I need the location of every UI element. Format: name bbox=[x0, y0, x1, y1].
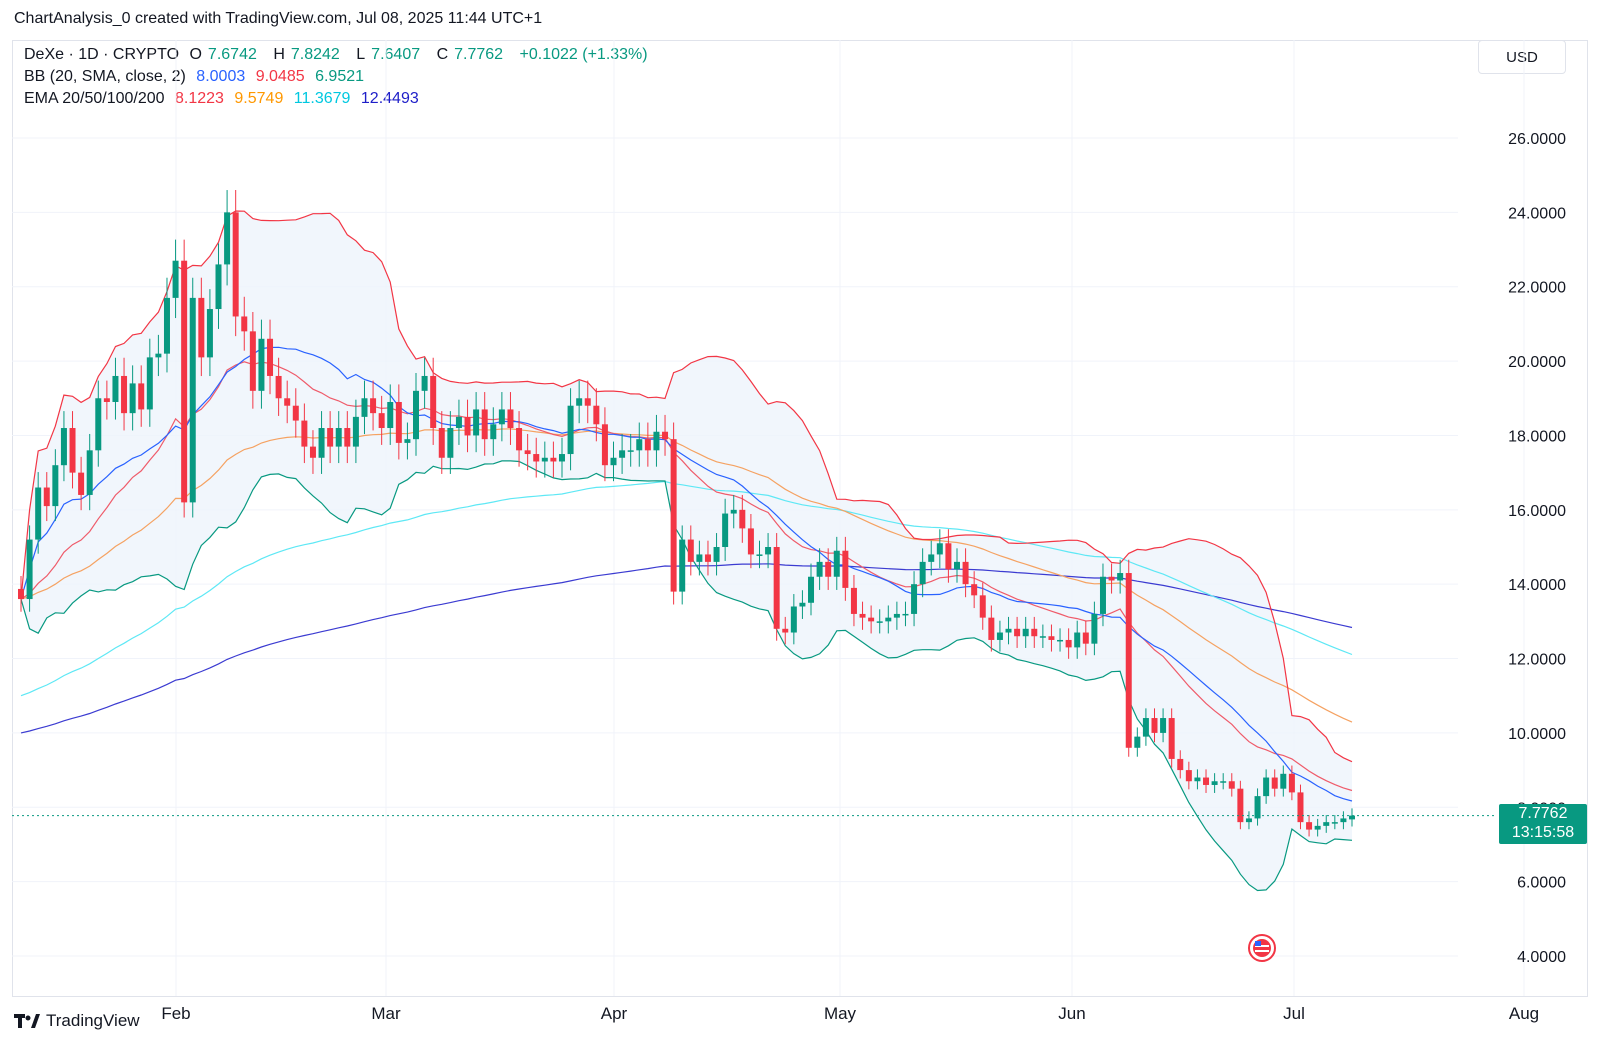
ema-label[interactable]: EMA 20/50/100/200 bbox=[24, 90, 165, 107]
countdown-value: 13:15:58 bbox=[1511, 823, 1575, 841]
bb-upper-value: 9.0485 bbox=[255, 68, 305, 85]
last-price-value: 7.7762 bbox=[1518, 804, 1568, 822]
legend-symbol-row[interactable]: DeXe · 1D · CRYPTO O 7.6742 H 7.8242 L 7.64… bbox=[24, 46, 654, 64]
bb-label[interactable]: BB (20, SMA, close, 2) bbox=[24, 68, 186, 85]
ohlc-high: H 7.8242 bbox=[273, 46, 340, 63]
x-axis-ticks: Feb Mar Apr May Jun Jul Aug bbox=[161, 1004, 1539, 1023]
symbol-label[interactable]: DeXe · 1D · CRYPTO bbox=[24, 46, 180, 63]
x-tick-label: Jul bbox=[1283, 1004, 1305, 1023]
ohlc-open: O 7.6742 bbox=[189, 46, 257, 63]
ema200-value: 12.4493 bbox=[360, 90, 419, 107]
ohlc-close: C 7.7762 bbox=[436, 46, 504, 63]
tradingview-logo[interactable]: TradingView bbox=[14, 1011, 140, 1031]
tradingview-logo-icon bbox=[14, 1014, 40, 1028]
ohlc-low: L 7.6407 bbox=[356, 46, 421, 63]
chart-panel[interactable] bbox=[12, 40, 1588, 997]
ema50-value: 9.5749 bbox=[234, 90, 284, 107]
x-tick-label: Jun bbox=[1058, 1004, 1085, 1023]
ema100-value: 11.3679 bbox=[293, 90, 351, 107]
legend-bb-row[interactable]: BB (20, SMA, close, 2) 8.0003 9.0485 6.9… bbox=[24, 68, 370, 86]
chart-caption: ChartAnalysis_0 created with TradingView… bbox=[14, 10, 543, 27]
x-tick-label: Apr bbox=[601, 1004, 628, 1023]
last-price-label: 7.7762 13:15:58 bbox=[1499, 803, 1587, 844]
bb-lower-value: 6.9521 bbox=[315, 68, 365, 85]
brand-label: TradingView bbox=[46, 1011, 140, 1030]
ema20-value: 8.1223 bbox=[175, 90, 224, 107]
currency-button[interactable]: USD bbox=[1478, 40, 1566, 74]
legend-ema-row[interactable]: EMA 20/50/100/200 8.1223 9.5749 11.3679 … bbox=[24, 90, 425, 108]
ohlc-change: +0.1022 (+1.33%) bbox=[519, 46, 648, 63]
x-tick-label: Aug bbox=[1509, 1004, 1539, 1023]
x-tick-label: Mar bbox=[371, 1004, 401, 1023]
bb-basis-value: 8.0003 bbox=[196, 68, 246, 85]
x-tick-label: Feb bbox=[161, 1004, 190, 1023]
x-tick-label: May bbox=[824, 1004, 857, 1023]
